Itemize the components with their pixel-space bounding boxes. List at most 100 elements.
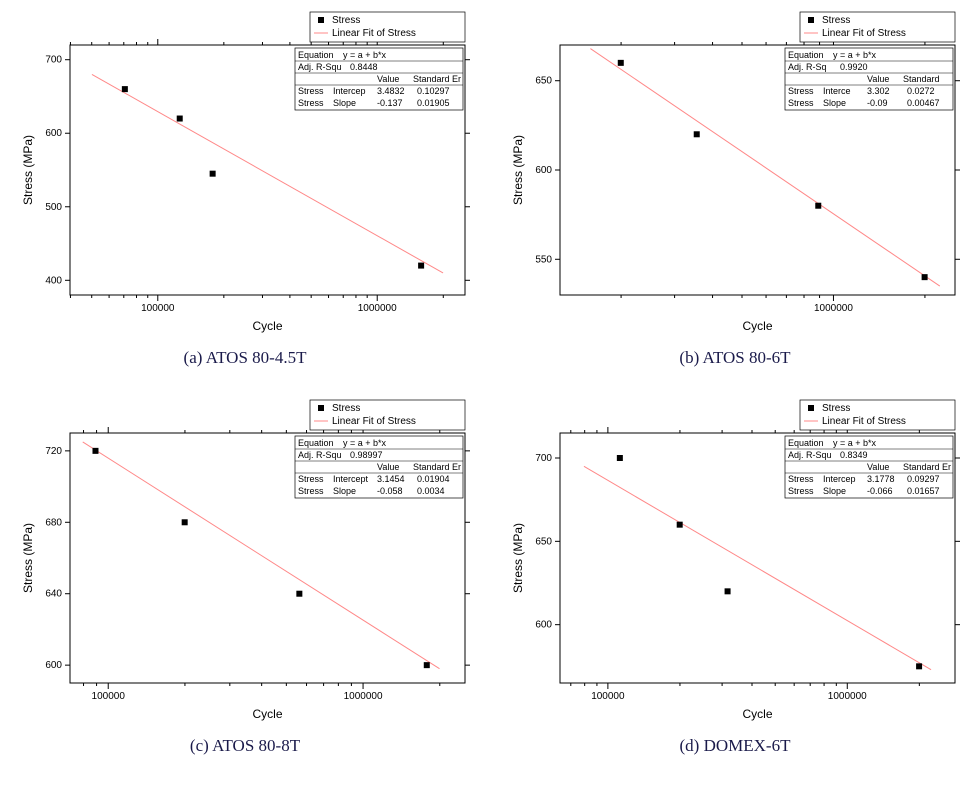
legend-item-fit: Linear Fit of Stress <box>822 28 906 39</box>
data-point <box>177 116 183 122</box>
chart-wrap: 1000001000000600650700CycleStress (MPa)S… <box>505 398 965 728</box>
chart-panel: 1000001000000600640680720CycleStress (MP… <box>10 398 480 756</box>
stats-rsq-value: 0.8349 <box>840 450 868 460</box>
stats-row1-val: 3.1454 <box>377 474 405 484</box>
data-point <box>677 522 683 528</box>
chart-wrap: 1000001000000600640680720CycleStress (MP… <box>15 398 475 728</box>
stats-row1-se: 0.10297 <box>417 86 450 96</box>
data-point <box>424 662 430 668</box>
stats-eq-value: y = a + b*x <box>343 438 387 448</box>
legend-item-stress: Stress <box>822 403 850 414</box>
chart-caption: (b) ATOS 80-6T <box>679 348 790 368</box>
x-tick-label: 1000000 <box>814 303 853 314</box>
stats-row2-lab: Slope <box>823 486 846 496</box>
x-axis-label: Cycle <box>742 319 772 333</box>
legend-item-stress: Stress <box>332 15 360 26</box>
stats-header-value: Value <box>867 462 889 472</box>
y-tick-label: 600 <box>535 620 552 631</box>
stats-rsq-label: Adj. R-Squ <box>788 450 832 460</box>
legend-marker-icon <box>318 17 324 23</box>
stats-rsq-label: Adj. R-Squ <box>298 450 342 460</box>
chart-panel: 1000001000000600650700CycleStress (MPa)S… <box>500 398 970 756</box>
stats-eq-label: Equation <box>788 438 824 448</box>
stats-eq-value: y = a + b*x <box>833 50 877 60</box>
stats-row1-lab: Intercep <box>823 474 856 484</box>
legend-item-fit: Linear Fit of Stress <box>332 416 416 427</box>
chart-caption: (a) ATOS 80-4.5T <box>184 348 307 368</box>
data-point <box>694 131 700 137</box>
stats-row2-lab: Slope <box>333 98 356 108</box>
stats-row1-val: 3.4832 <box>377 86 405 96</box>
stats-rsq-value: 0.8448 <box>350 62 378 72</box>
stats-row2-val: -0.09 <box>867 98 888 108</box>
stats-row2-name: Stress <box>788 486 814 496</box>
stats-header-value: Value <box>867 74 889 84</box>
data-point <box>296 591 302 597</box>
data-point <box>122 86 128 92</box>
data-point <box>210 171 216 177</box>
stats-row1-lab: Interce <box>823 86 851 96</box>
x-tick-label: 1000000 <box>344 691 383 702</box>
y-axis-label: Stress (MPa) <box>511 135 525 205</box>
stats-rsq-label: Adj. R-Squ <box>298 62 342 72</box>
y-tick-label: 400 <box>45 275 62 286</box>
x-axis-label: Cycle <box>252 707 282 721</box>
stats-rsq-value: 0.9920 <box>840 62 868 72</box>
stats-row2-val: -0.066 <box>867 486 893 496</box>
data-point <box>618 60 624 66</box>
stats-row1-name: Stress <box>298 474 324 484</box>
y-axis-label: Stress (MPa) <box>21 135 35 205</box>
stats-header-value: Value <box>377 74 399 84</box>
y-tick-label: 680 <box>45 517 62 528</box>
stats-header-se: Standard Er <box>903 462 951 472</box>
stats-row1-val: 3.302 <box>867 86 890 96</box>
x-tick-label: 100000 <box>141 303 175 314</box>
stats-row1-name: Stress <box>298 86 324 96</box>
data-point <box>922 274 928 280</box>
stats-header-se: Standard Er <box>413 462 461 472</box>
legend-item-fit: Linear Fit of Stress <box>332 28 416 39</box>
data-point <box>916 663 922 669</box>
stats-eq-label: Equation <box>298 438 334 448</box>
stats-row1-lab: Intercept <box>333 474 369 484</box>
stats-eq-value: y = a + b*x <box>343 50 387 60</box>
stats-row1-val: 3.1778 <box>867 474 895 484</box>
chart-panel: 1000000550600650CycleStress (MPa)StressL… <box>500 10 970 368</box>
chart-svg: 1000001000000600650700CycleStress (MPa)S… <box>505 398 965 728</box>
stats-header-se: Standard <box>903 74 940 84</box>
stats-row2-se: 0.01905 <box>417 98 450 108</box>
chart-grid: 100000 1000000 400 500 600 700 Cycle Stress (MP… <box>10 10 970 756</box>
x-tick-label: 100000 <box>591 691 625 702</box>
stats-row2-name: Stress <box>298 98 324 108</box>
x-axis-label: Cycle <box>742 707 772 721</box>
y-tick-label: 650 <box>535 76 552 87</box>
stats-row2-name: Stress <box>788 98 814 108</box>
chart-caption: (d) DOMEX-6T <box>680 736 791 756</box>
stats-header-value: Value <box>377 462 399 472</box>
chart-svg: 1000000550600650CycleStress (MPa)StressL… <box>505 10 965 340</box>
y-axis-label: Stress (MPa) <box>511 523 525 593</box>
data-point <box>418 263 424 269</box>
chart-wrap: 1000001000000400500600700CycleStress (MP… <box>15 10 475 340</box>
chart-svg: 1000001000000400500600700CycleStress (MP… <box>15 10 475 340</box>
stats-eq-label: Equation <box>788 50 824 60</box>
chart-caption: (c) ATOS 80-8T <box>190 736 300 756</box>
chart-panel: 1000001000000400500600700CycleStress (MP… <box>10 10 480 368</box>
legend-marker-icon <box>318 405 324 411</box>
x-axis-label: Cycle <box>252 319 282 333</box>
y-tick-label: 700 <box>535 453 552 464</box>
stats-rsq-label: Adj. R-Sq <box>788 62 827 72</box>
legend-marker-icon <box>808 405 814 411</box>
data-point <box>92 448 98 454</box>
stats-row1-lab: Intercep <box>333 86 366 96</box>
legend-item-stress: Stress <box>332 403 360 414</box>
stats-row2-lab: Slope <box>333 486 356 496</box>
data-point <box>617 455 623 461</box>
stats-row2-se: 0.00467 <box>907 98 940 108</box>
stats-row1-se: 0.01904 <box>417 474 450 484</box>
y-tick-label: 500 <box>45 202 62 213</box>
chart-wrap: 1000000550600650CycleStress (MPa)StressL… <box>505 10 965 340</box>
stats-row1-name: Stress <box>788 474 814 484</box>
legend-marker-icon <box>808 17 814 23</box>
stats-eq-value: y = a + b*x <box>833 438 877 448</box>
